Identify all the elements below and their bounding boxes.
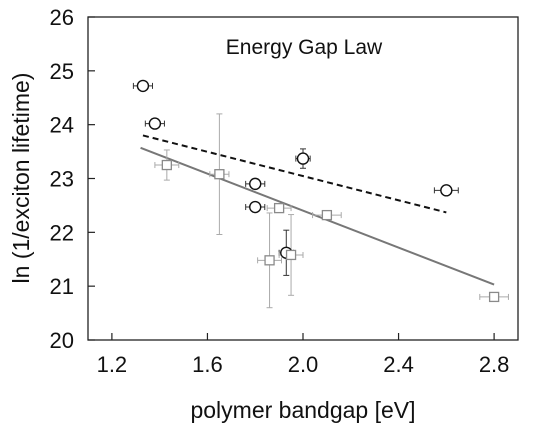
circle-marker: [296, 152, 310, 165]
circle-marker: [148, 117, 162, 130]
x-tick-label: 1.2: [97, 352, 128, 377]
y-tick-label: 23: [50, 167, 74, 192]
square-marker: [285, 249, 297, 261]
chart-title: Energy Gap Law: [226, 36, 383, 59]
square-marker: [161, 159, 172, 171]
y-tick-label: 22: [50, 220, 74, 245]
y-tick-label: 25: [50, 59, 74, 84]
y-tick-label: 24: [50, 113, 74, 138]
y-axis-title: ln (1/exciton lifetime): [8, 73, 34, 284]
y-tick-label: 20: [50, 328, 74, 353]
square-marker: [264, 255, 275, 266]
data-markers: [136, 79, 500, 303]
circle-marker: [249, 200, 262, 214]
circle-marker: [249, 177, 262, 191]
fit-line-series-1: [142, 134, 447, 214]
square-marker: [321, 209, 333, 221]
y-tick-label: 26: [50, 5, 74, 30]
x-tick-label: 1.6: [192, 352, 223, 377]
square-marker: [488, 291, 500, 303]
x-axis-title: polymer bandgap [eV]: [190, 397, 415, 423]
error-bars: [132, 81, 509, 309]
square-marker: [214, 169, 225, 180]
plot-frame: [87, 16, 519, 341]
fit-lines: [140, 134, 495, 286]
x-tick-label: 2.4: [383, 352, 414, 377]
x-tick-label: 2.0: [288, 352, 319, 377]
square-marker: [273, 202, 285, 214]
circle-marker: [136, 79, 150, 93]
x-tick-label: 2.8: [479, 352, 510, 377]
circle-marker: [440, 184, 453, 197]
fit-line-series-2: [140, 146, 495, 286]
y-tick-label: 21: [50, 274, 74, 299]
axis-ticks: 1.2 1.6 2.0 2.4 2.8 20 21 22 23 24 25 26: [50, 5, 510, 377]
